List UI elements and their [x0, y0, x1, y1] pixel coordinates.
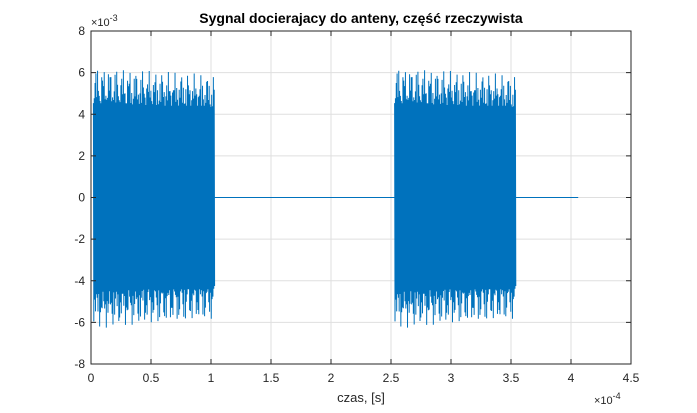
y-tick-label: -2 — [74, 232, 85, 246]
ticks — [90, 30, 632, 365]
x-axis-label: czas, [s] — [337, 390, 385, 405]
series-line — [91, 70, 579, 328]
x-tick-label: 4.5 — [623, 371, 640, 385]
signal-burst — [394, 70, 517, 328]
x-exponent: ×10-4 — [594, 391, 621, 407]
x-tick-label: 1.5 — [263, 371, 280, 385]
y-tick-label: 4 — [78, 107, 85, 121]
y-exponent: ×10-3 — [91, 13, 118, 29]
y-tick-label: 2 — [78, 149, 85, 163]
y-tick-labels: -8 -6 -4 -2 0 2 4 6 8 — [74, 24, 85, 371]
signal-burst — [92, 70, 216, 328]
x-exponent-power: -4 — [613, 391, 621, 401]
x-tick-label: 2 — [328, 371, 335, 385]
x-tick-label: 2.5 — [383, 371, 400, 385]
x-tick-label: 3 — [448, 371, 455, 385]
y-tick-label: -6 — [74, 315, 85, 329]
y-tick-label: -8 — [74, 357, 85, 371]
x-tick-label: 3.5 — [503, 371, 520, 385]
x-tick-labels: 0 0.5 1 1.5 2 2.5 3 3.5 4 4.5 — [88, 371, 640, 385]
y-tick-label: 8 — [78, 24, 85, 38]
y-exponent-power: -3 — [110, 13, 118, 23]
y-tick-label: 0 — [78, 191, 85, 205]
y-tick-label: -4 — [74, 274, 85, 288]
y-exponent-base: ×10 — [91, 17, 110, 29]
y-tick-label: 6 — [78, 66, 85, 80]
x-tick-label: 0.5 — [143, 371, 160, 385]
x-tick-label: 4 — [568, 371, 575, 385]
x-exponent-base: ×10 — [594, 395, 613, 407]
x-tick-label: 0 — [88, 371, 95, 385]
chart-title: Sygnal docierajacy do anteny, część rzec… — [199, 10, 523, 26]
x-tick-label: 1 — [208, 371, 215, 385]
